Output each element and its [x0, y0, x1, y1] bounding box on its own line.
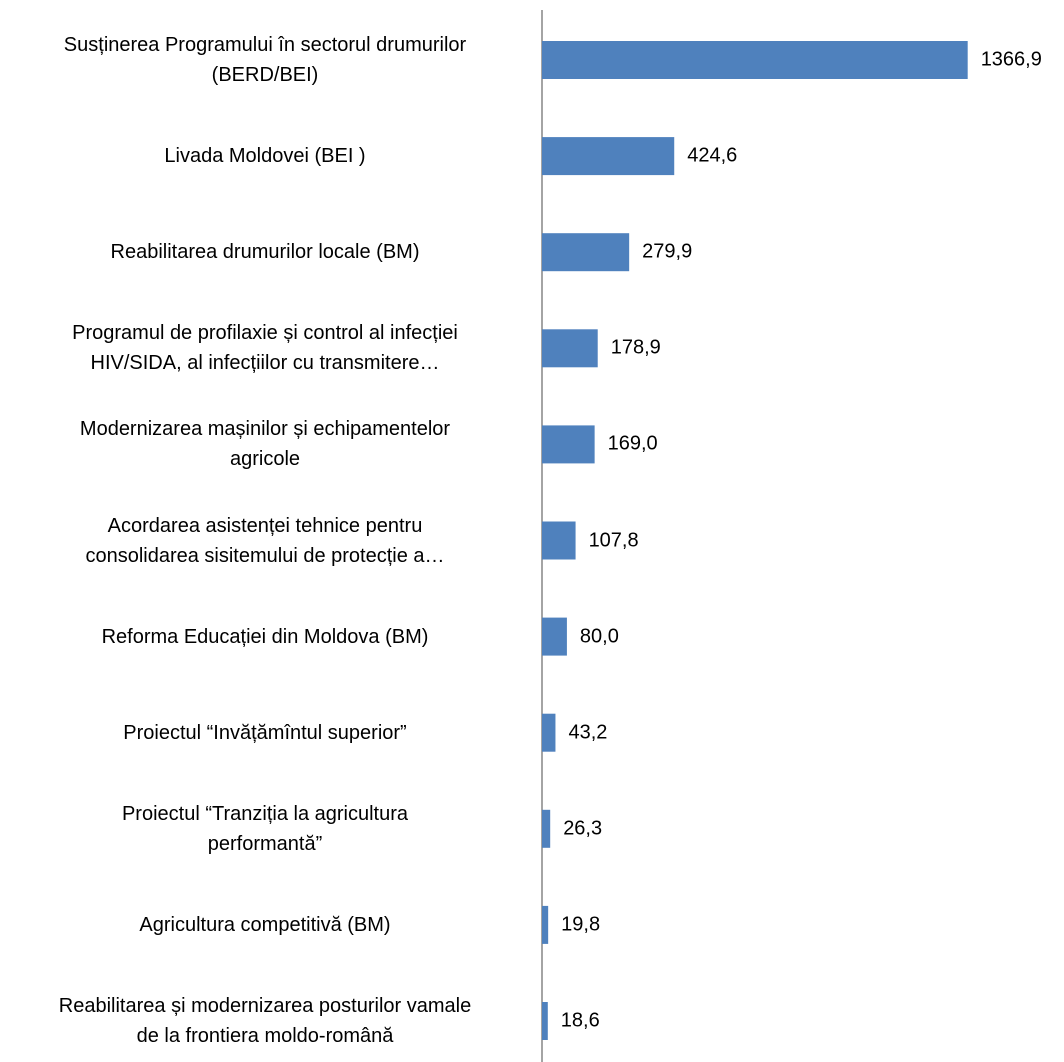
bar: [542, 713, 556, 752]
bar: [542, 233, 630, 272]
category-label: Modernizarea mașinilor și echipamentelor…: [79, 418, 451, 471]
bar: [542, 137, 675, 176]
category-label: Susținerea Programului în sectorul drumu…: [63, 34, 467, 86]
value-label: 178,9: [610, 336, 661, 359]
value-label: 18,6: [560, 1009, 600, 1032]
value-label: 279,9: [642, 240, 693, 263]
value-label: 107,8: [588, 529, 639, 551]
category-label: Proiectul “Invățămîntul superior”: [123, 721, 407, 744]
bar: [542, 41, 968, 79]
value-label: 169,0: [607, 432, 658, 455]
bar: [542, 809, 551, 848]
bar: [542, 521, 576, 560]
category-label: Reforma Educației din Moldova (BM): [101, 625, 429, 648]
category-label: Livada Moldovei (BEI ): [164, 145, 366, 168]
category-label: Agricultura competitivă (BM): [139, 913, 391, 936]
value-label: 1366,9: [980, 48, 1042, 71]
bar: [542, 617, 567, 656]
value-label: 80,0: [579, 625, 619, 648]
category-label: Acordarea asistenței tehnice pentru cons…: [85, 514, 445, 567]
value-label: 19,8: [561, 913, 601, 936]
value-label: 43,2: [568, 721, 608, 744]
category-label: Reabilitarea și modernizarea posturilor …: [58, 995, 472, 1047]
bar: [542, 1002, 548, 1040]
bar: [542, 329, 598, 368]
category-label: Proiectul “Tranziția la agricultura perf…: [121, 802, 409, 855]
bar: [542, 425, 595, 464]
category-label: Reabilitarea drumurilor locale (BM): [110, 241, 420, 264]
value-label: 424,6: [687, 144, 738, 167]
value-label: 26,3: [563, 817, 603, 840]
bar: [542, 905, 549, 944]
category-label: Programul de profilaxie și control al in…: [72, 322, 458, 375]
